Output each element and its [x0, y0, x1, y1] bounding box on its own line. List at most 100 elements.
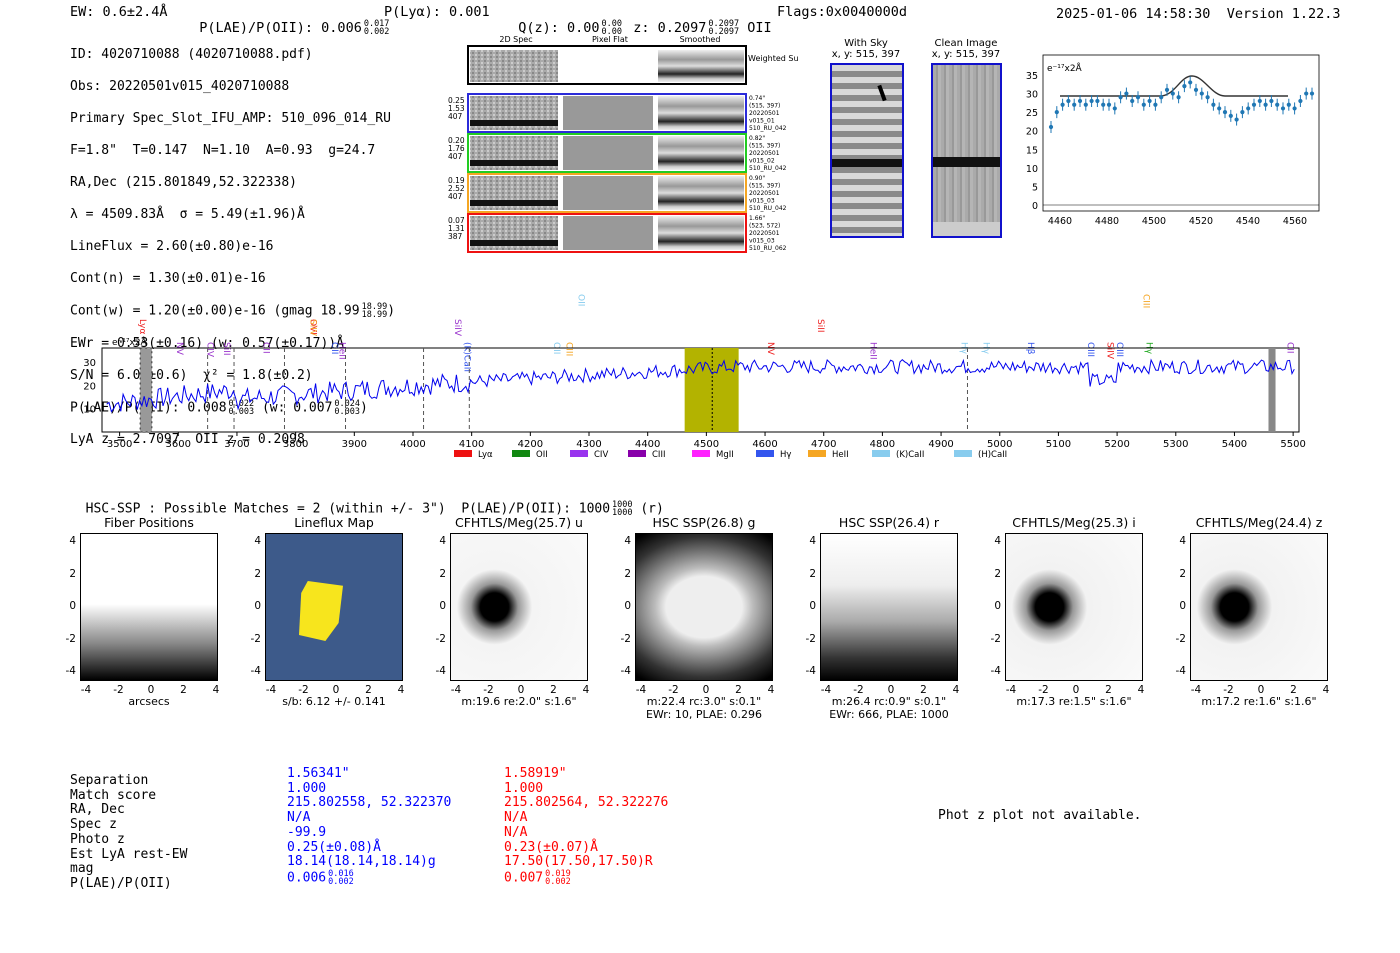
- legend-swatch: [872, 450, 890, 457]
- cutout-xtick: -4: [1005, 684, 1017, 696]
- legend-label: CIII: [652, 450, 665, 460]
- zoom-model-curve: [1060, 75, 1288, 97]
- cutout-xtick: 2: [180, 684, 187, 696]
- info-fwhm: F=1.8" T=0.147 N=1.10 A=0.93 g=24.7: [70, 143, 376, 158]
- spectral-line-label: OII: [575, 294, 585, 306]
- legend-label: (H)CaII: [978, 450, 1007, 460]
- cutout-xtick: 0: [147, 684, 155, 696]
- spec2d-svg: 2D Spec Pixel Flat Smoothed Weighted Sum…: [448, 35, 807, 253]
- spectral-line-label: SiII: [815, 319, 825, 333]
- spec2d-row-right-1: (515, 397): [749, 183, 780, 190]
- table-cell: 1.000: [504, 780, 544, 796]
- table-cell: 1.58919": [504, 766, 567, 781]
- spectrum-xtick: 4300: [576, 439, 601, 450]
- spectrum-xtick: 4700: [811, 439, 836, 450]
- cutout-ytick: 0: [624, 600, 631, 612]
- legend-swatch: [628, 450, 646, 457]
- spectrum-trace: [106, 358, 1295, 413]
- legend-label: CIV: [594, 450, 608, 460]
- match-table-labels: Separation Match score RA, Dec Spec z Photo …: [70, 773, 187, 892]
- zoom-point: [1234, 117, 1239, 122]
- zoom-point: [1240, 110, 1245, 115]
- cutout-xtick: -2: [483, 684, 494, 696]
- cutout-ytick: -4: [990, 665, 1001, 677]
- cutout-ytick: -4: [250, 665, 261, 677]
- spectrum-xtick: 5100: [1046, 439, 1071, 450]
- cutout-xtick: -4: [450, 684, 462, 696]
- legend-swatch: [808, 450, 826, 457]
- spectral-line-label: OIII: [1114, 342, 1124, 357]
- spec2d-row-right-2: 20220501: [749, 110, 780, 117]
- zoom-point: [1153, 102, 1158, 107]
- cutout-xtick: 0: [702, 684, 710, 696]
- spectral-line-label: OIII: [1085, 342, 1095, 357]
- zoom-point: [1263, 102, 1268, 107]
- header-plya: P(Lyα): 0.001: [384, 4, 490, 20]
- cutout-xtick: 2: [1105, 684, 1112, 696]
- cutout-ytick: -4: [620, 665, 631, 677]
- spec2d-smoothed: [658, 216, 744, 250]
- spectrum-xtick: 4400: [635, 439, 660, 450]
- zoom-point: [1257, 98, 1262, 104]
- table-cell: N/A: [504, 824, 528, 840]
- cutout-title: HSC SSP(26.8) g: [652, 515, 756, 530]
- zoom-point: [1222, 110, 1228, 115]
- zoom-point: [1292, 106, 1297, 111]
- spectrum-xtick: 4600: [752, 439, 777, 450]
- spec2d-row-right-2: 20220501: [749, 190, 780, 197]
- photz-status: Phot z plot not available.: [938, 808, 1142, 823]
- cutout-panel: CFHTLS/Meg(25.7) uNE-4-2024420-2-4m:19.6…: [436, 515, 590, 708]
- spectral-line-label: HeII: [868, 342, 878, 360]
- zoom-point: [1182, 84, 1187, 89]
- cutout-ytick: -2: [435, 632, 446, 645]
- spectral-line-label: SiIV: [307, 319, 317, 337]
- masked-band: [1268, 348, 1276, 432]
- zoom-point: [1124, 91, 1129, 96]
- cutout-title: CFHTLS/Meg(25.7) u: [455, 515, 583, 530]
- cutout-ytick: 4: [994, 535, 1001, 547]
- cutout-ytick: -2: [990, 632, 1001, 645]
- cutout-background: [820, 533, 958, 681]
- cutout-ytick: 2: [809, 567, 816, 580]
- with-sky-image: [830, 63, 904, 238]
- table-cell: 215.802558, 52.322370: [287, 795, 452, 811]
- info-lineflux: LineFlux = 2.60(±0.80)e-16: [70, 239, 274, 254]
- spectrum-xtick: 3600: [166, 439, 191, 450]
- zoom-point: [1101, 102, 1106, 107]
- cutout-xtick: 2: [550, 684, 557, 696]
- cutout-ytick: 2: [1179, 567, 1186, 580]
- cutout-background: [80, 533, 218, 681]
- cutout-ytick: 4: [624, 535, 631, 547]
- spec2d-continuum: [470, 120, 558, 126]
- table-cell: N/A: [287, 810, 311, 826]
- cutout-title: Lineflux Map: [294, 515, 374, 530]
- spec2d-row-right-1: (515, 397): [749, 143, 780, 150]
- cutout-ytick: 2: [624, 567, 631, 580]
- cutout-ytick: 4: [1179, 535, 1186, 547]
- legend-label: Lyα: [478, 450, 493, 460]
- cutout-ytick: -2: [620, 632, 631, 645]
- zoom-point: [1170, 91, 1175, 96]
- spectrum-panel: Lyα NV CIV SiII CII OVI SiIV OII HeII SiIV (K)CaII…: [60, 270, 1340, 465]
- zoom-point: [1246, 106, 1251, 111]
- masked-band-hatch: [139, 347, 153, 433]
- cutout-background: [1005, 533, 1143, 681]
- cutout-title: Fiber Positions: [104, 515, 194, 530]
- zoom-point: [1095, 98, 1100, 104]
- cutout-xtick: -2: [298, 684, 309, 696]
- spectrum-ytick: 10: [83, 405, 96, 416]
- cutout-ytick: -4: [435, 665, 446, 677]
- weighted-sum-smooth: [658, 50, 744, 82]
- emission-window: [684, 348, 739, 432]
- spec2d-pixelflat: [563, 176, 653, 210]
- zoom-point: [1072, 102, 1077, 107]
- zoom-point: [1147, 98, 1152, 104]
- cutout-ytick: -2: [65, 632, 76, 645]
- spec2d-row-left-1: 1.76: [448, 144, 465, 153]
- table-label: RA, Dec: [70, 802, 125, 818]
- cutout-xtick: -2: [1038, 684, 1049, 696]
